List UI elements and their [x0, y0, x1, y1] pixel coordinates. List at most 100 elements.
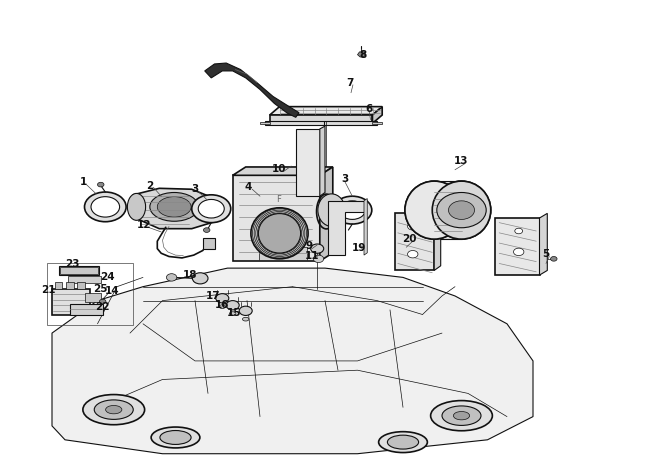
Ellipse shape: [405, 181, 463, 239]
Circle shape: [437, 193, 486, 228]
Polygon shape: [495, 219, 540, 275]
Circle shape: [192, 273, 208, 284]
Text: 24: 24: [100, 272, 114, 282]
Bar: [84, 294, 101, 302]
Bar: [60, 267, 98, 275]
Text: 18: 18: [183, 269, 197, 279]
Text: 2: 2: [146, 180, 153, 190]
Text: 21: 21: [42, 284, 56, 294]
Polygon shape: [260, 123, 270, 125]
Circle shape: [311, 244, 324, 254]
Polygon shape: [372, 123, 382, 125]
Text: 11: 11: [305, 250, 319, 261]
Text: 3: 3: [191, 184, 199, 194]
Polygon shape: [434, 181, 462, 240]
Bar: [77, 282, 85, 289]
Circle shape: [313, 256, 324, 263]
Circle shape: [408, 223, 418, 231]
Circle shape: [192, 195, 231, 223]
Polygon shape: [372, 107, 382, 124]
Polygon shape: [270, 116, 372, 124]
Polygon shape: [133, 189, 220, 229]
Ellipse shape: [430, 400, 493, 431]
Polygon shape: [434, 209, 441, 271]
Ellipse shape: [405, 181, 463, 239]
Circle shape: [339, 201, 365, 220]
Ellipse shape: [387, 435, 419, 449]
Ellipse shape: [151, 427, 200, 448]
Ellipse shape: [229, 312, 236, 316]
Bar: [52, 289, 90, 316]
Polygon shape: [233, 168, 333, 176]
Circle shape: [166, 274, 177, 282]
Ellipse shape: [454, 412, 469, 420]
Circle shape: [551, 257, 557, 262]
Polygon shape: [320, 127, 325, 197]
Bar: [68, 277, 101, 283]
Ellipse shape: [442, 406, 481, 425]
Circle shape: [84, 193, 126, 222]
Text: 1: 1: [79, 177, 87, 187]
Circle shape: [514, 249, 524, 256]
Text: 4: 4: [244, 181, 252, 191]
Ellipse shape: [160, 431, 191, 444]
Circle shape: [203, 228, 210, 233]
Circle shape: [515, 229, 523, 234]
Circle shape: [91, 197, 120, 218]
Circle shape: [408, 251, 418, 258]
Circle shape: [239, 307, 252, 316]
Ellipse shape: [219, 305, 226, 309]
Text: 15: 15: [227, 307, 241, 318]
Polygon shape: [364, 199, 367, 256]
Bar: [259, 247, 307, 260]
Ellipse shape: [378, 432, 428, 453]
Ellipse shape: [242, 318, 249, 321]
Polygon shape: [358, 53, 366, 58]
Text: 12: 12: [137, 219, 151, 230]
Circle shape: [448, 201, 474, 220]
Text: 5: 5: [542, 249, 550, 259]
Ellipse shape: [150, 193, 199, 222]
Text: 22: 22: [96, 301, 110, 312]
Text: 10: 10: [272, 164, 287, 174]
Ellipse shape: [83, 394, 144, 425]
Polygon shape: [205, 64, 299, 118]
Text: 20: 20: [402, 233, 417, 244]
Text: 19: 19: [352, 243, 366, 253]
Text: 14: 14: [105, 286, 119, 296]
Bar: [66, 282, 74, 289]
Bar: [55, 282, 62, 289]
Text: 9: 9: [306, 240, 312, 250]
Text: F: F: [276, 194, 281, 204]
Polygon shape: [320, 168, 333, 262]
Polygon shape: [395, 214, 434, 271]
Ellipse shape: [157, 197, 191, 218]
Circle shape: [216, 294, 229, 303]
Circle shape: [333, 197, 372, 225]
Text: 23: 23: [66, 258, 80, 268]
Circle shape: [98, 183, 104, 188]
Polygon shape: [296, 130, 320, 197]
Ellipse shape: [318, 194, 345, 227]
Circle shape: [99, 300, 106, 304]
Ellipse shape: [251, 208, 308, 259]
Bar: [58, 266, 99, 275]
Ellipse shape: [105, 406, 122, 414]
Polygon shape: [52, 269, 533, 454]
Ellipse shape: [259, 214, 300, 254]
Text: 17: 17: [206, 290, 220, 300]
Bar: [203, 239, 215, 249]
Polygon shape: [265, 122, 377, 126]
Text: 6: 6: [365, 104, 373, 114]
Polygon shape: [233, 176, 320, 262]
Text: 3: 3: [341, 173, 348, 183]
Ellipse shape: [432, 181, 491, 239]
Ellipse shape: [432, 181, 491, 239]
Ellipse shape: [127, 194, 146, 221]
Circle shape: [198, 200, 224, 219]
Polygon shape: [328, 201, 364, 256]
Text: 25: 25: [94, 283, 108, 293]
Circle shape: [226, 301, 239, 310]
Text: 16: 16: [215, 300, 229, 310]
Bar: [70, 305, 103, 315]
